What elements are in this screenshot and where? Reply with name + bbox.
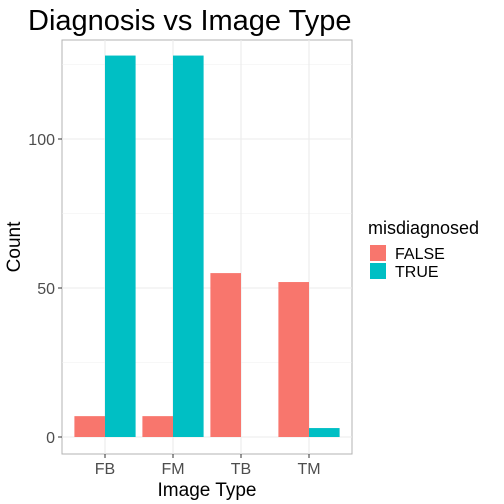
y-tick-label: 50 bbox=[37, 281, 55, 298]
chart-title: Diagnosis vs Image Type bbox=[28, 5, 351, 37]
x-axis: FB FM TB TM bbox=[95, 454, 321, 478]
legend-title: misdiagnosed bbox=[368, 218, 479, 238]
bars bbox=[74, 55, 340, 438]
y-tick-label: 0 bbox=[46, 430, 55, 447]
legend-key-false bbox=[370, 245, 386, 261]
bar-tm-true bbox=[309, 428, 340, 437]
x-tick-label: TB bbox=[231, 461, 251, 478]
bar-fb-true bbox=[105, 55, 136, 438]
bar-tb-false bbox=[210, 273, 241, 437]
bar-fm-true bbox=[173, 55, 204, 438]
y-axis: 0 50 100 bbox=[28, 132, 62, 447]
x-tick-label: TM bbox=[297, 461, 320, 478]
bar-tm-false bbox=[278, 282, 309, 437]
bar-fb-false bbox=[74, 416, 105, 437]
x-tick-label: FB bbox=[95, 461, 115, 478]
bar-fm-false bbox=[142, 416, 173, 437]
legend-label-true: TRUE bbox=[395, 264, 439, 281]
x-tick-label: FM bbox=[161, 461, 184, 478]
plot-area bbox=[61, 39, 353, 455]
y-axis-title: Count bbox=[4, 221, 25, 272]
legend-label-false: FALSE bbox=[395, 246, 445, 263]
legend-key-true bbox=[370, 263, 386, 279]
x-axis-title: Image Type bbox=[158, 480, 257, 501]
y-tick-label: 100 bbox=[28, 132, 55, 149]
